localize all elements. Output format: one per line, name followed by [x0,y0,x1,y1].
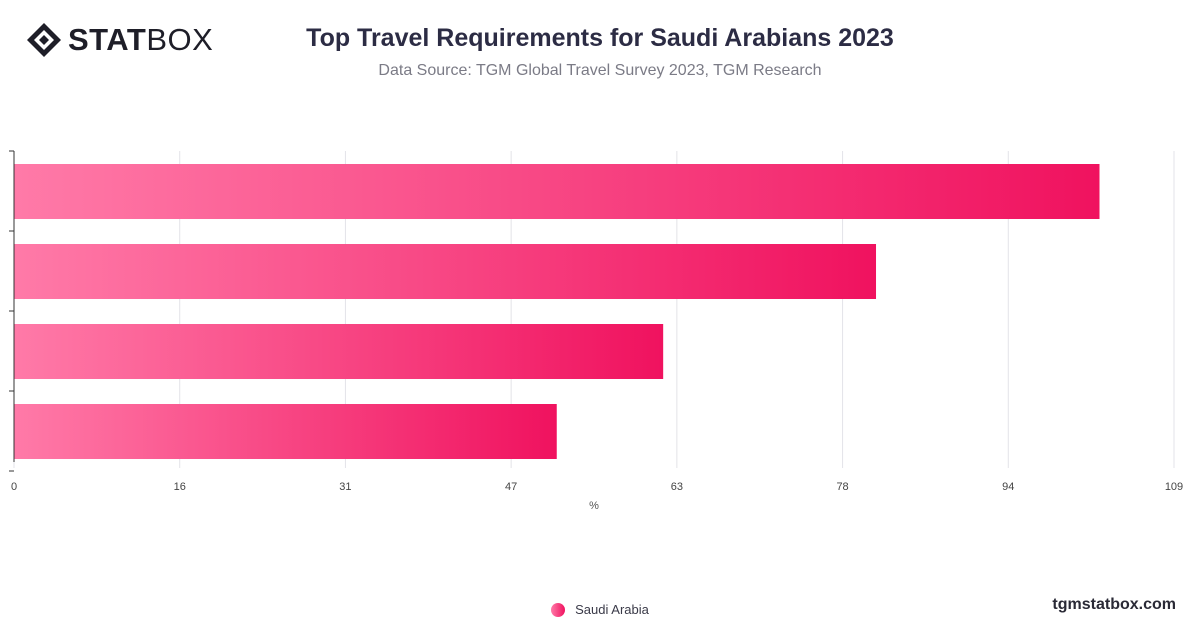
legend: Saudi Arabia [0,602,1200,617]
bar-chart: 0 16 31 47 63 78 94 109% [9,150,1183,512]
chart-title: Top Travel Requirements for Saudi Arabia… [306,24,894,52]
x-tick-label: 109 [1165,481,1183,493]
x-tick-label: 31 [339,481,351,493]
bar-layer [14,164,1100,459]
bar[interactable] [14,164,1100,219]
bar[interactable] [14,244,877,299]
axis-layer: 0 16 31 47 63 78 94 109% [9,150,1183,512]
legend-marker [551,602,566,617]
logo-wordmark: STATBOX [68,22,213,58]
bar[interactable] [14,324,664,379]
bar[interactable] [14,404,557,459]
logo-text-bold: STAT [68,22,147,57]
x-tick-label: 16 [174,481,186,493]
statbox-logo: STATBOX [26,22,213,58]
x-tick-label: 0 [11,481,17,493]
x-axis-label: % [589,500,599,512]
x-tick-label: 78 [836,481,848,493]
x-tick-label: 63 [671,481,683,493]
x-tick-label: 94 [1002,481,1014,493]
chart-subtitle: Data Source: TGM Global Travel Survey 20… [378,62,822,79]
legend-label: Saudi Arabia [575,602,649,617]
x-tick-label: 47 [505,481,517,493]
site-credit: tgmstatbox.com [1052,596,1176,613]
diamond-logo-icon [27,23,61,57]
logo-text-light: BOX [146,22,214,57]
